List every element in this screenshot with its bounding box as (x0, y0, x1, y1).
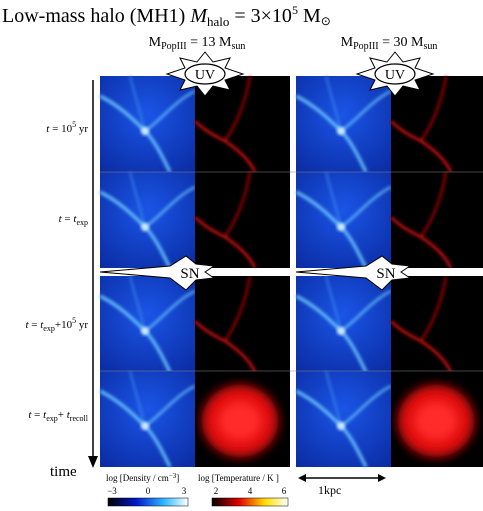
density-panel (296, 276, 391, 372)
colorbar-tick: 4 (248, 486, 253, 496)
panel-grid (100, 76, 483, 467)
temperature-panel (391, 172, 483, 268)
arrow-head (298, 474, 306, 482)
temperature-panel (391, 371, 483, 467)
density-panel (296, 172, 391, 268)
uv-label: UV (195, 68, 215, 83)
title: Low-mass halo (MH1) Mhalo = 3×105 M⊙ (2, 3, 331, 29)
density-panel (100, 172, 195, 268)
row-label: t = texp+105 yr (25, 316, 88, 333)
colorbar-label: log [Density / cm−3] (106, 472, 179, 483)
density-panel (100, 76, 195, 172)
colorbar-tick: 3 (182, 486, 187, 496)
density-panel (296, 76, 391, 172)
uv-label: UV (385, 68, 405, 83)
temperature-panel (195, 172, 290, 268)
arrow-head (88, 456, 98, 468)
temperature-panel (391, 76, 483, 172)
colorbar-tick: 0 (146, 486, 151, 496)
density-panel (100, 371, 195, 467)
colorbar-tick: 6 (282, 486, 287, 496)
density-panel (100, 276, 195, 372)
temperature-panel (195, 276, 290, 372)
sn-burst (295, 255, 412, 291)
sn-burst (99, 255, 216, 291)
arrow-head (378, 474, 386, 482)
colorbar (107, 497, 189, 507)
row-label: t = texp+ trecoll (28, 409, 88, 423)
density-panel (296, 371, 391, 467)
column-header: MPopIII = 30 Msun (341, 35, 438, 52)
temperature-panel (391, 276, 483, 372)
column-header: MPopIII = 13 Msun (149, 35, 246, 52)
sn-label: SN (376, 266, 395, 282)
row-label: t = texp (59, 213, 88, 227)
colorbar-tick: −3 (107, 486, 117, 496)
sn-label: SN (180, 266, 199, 282)
time-label: time (50, 464, 77, 480)
colorbar-tick: 2 (214, 486, 219, 496)
scale-label: 1kpc (318, 483, 341, 497)
colorbar-label: log [Temperature / K ] (198, 473, 279, 483)
row-label: t = 105 yr (46, 120, 88, 135)
colorbar (211, 497, 289, 507)
temperature-panel (195, 371, 290, 467)
